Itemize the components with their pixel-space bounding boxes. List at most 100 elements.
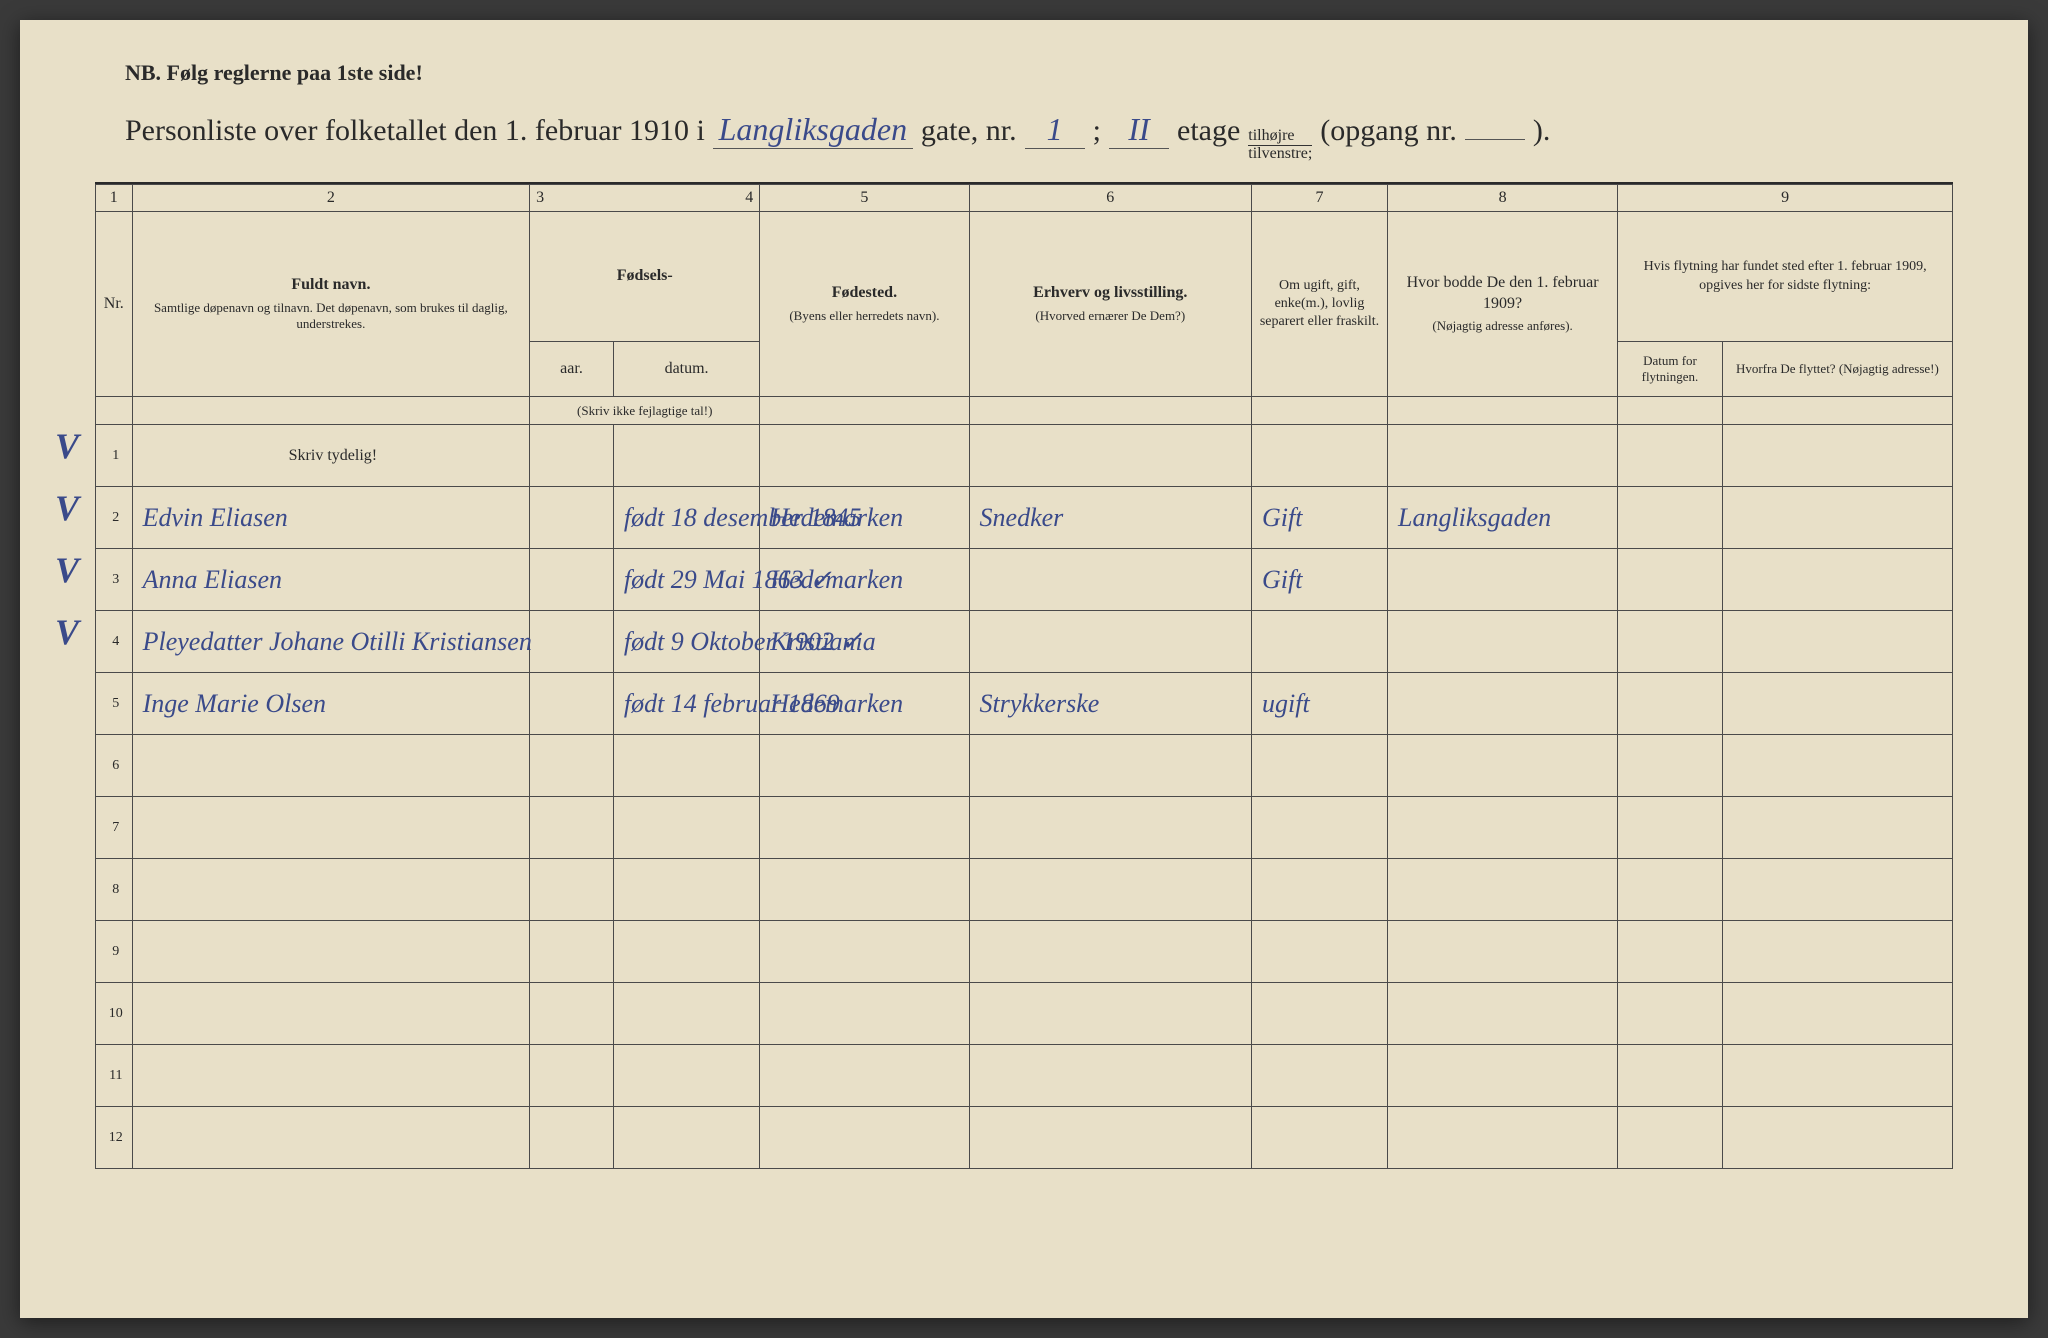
colnum-7: 7 — [1252, 185, 1388, 212]
cell-status: Gift — [1252, 487, 1388, 549]
cell-birthplace — [760, 425, 969, 487]
cell-date — [613, 983, 759, 1045]
cell-birthplace: Hedemarken — [760, 673, 969, 735]
cell-occupation — [969, 1107, 1251, 1169]
cell-year — [530, 797, 614, 859]
cell-year — [530, 425, 614, 487]
cell-moved-from — [1722, 1107, 1952, 1169]
fraction-bottom: tilvenstre; — [1248, 146, 1312, 162]
row-number: 10 — [96, 983, 133, 1045]
row-number: 12 — [96, 1107, 133, 1169]
cell-moved-from — [1722, 859, 1952, 921]
table-header: 1 2 3 4 5 6 7 8 9 Nr. Fuldt navn. Samtli… — [96, 185, 1953, 425]
cell-birthplace — [760, 797, 969, 859]
hdr-erhverv: Erhverv og livsstilling. (Hvorved ernære… — [969, 212, 1251, 397]
cell-addr1909 — [1388, 1045, 1618, 1107]
cell-date: født 9 Oktober 1902 ✓ — [613, 611, 759, 673]
row-checkmark-icon: V — [55, 611, 79, 653]
cell-occupation — [969, 425, 1251, 487]
cell-moved-from — [1722, 983, 1952, 1045]
fraction-top: tilhøjre — [1248, 128, 1312, 146]
row-number: 1 — [96, 425, 133, 487]
cell-occupation — [969, 611, 1251, 673]
side-fraction: tilhøjre tilvenstre; — [1248, 128, 1312, 162]
cell-birthplace — [760, 921, 969, 983]
census-form-page: NB. Følg reglerne paa 1ste side! Personl… — [20, 20, 2028, 1318]
cell-status: Gift — [1252, 549, 1388, 611]
opgang-field — [1465, 139, 1525, 140]
cell-occupation — [969, 983, 1251, 1045]
table-row: 12 — [96, 1107, 1953, 1169]
cell-addr1909 — [1388, 611, 1618, 673]
row-checkmark-icon: V — [55, 487, 79, 529]
cell-moved-date — [1618, 673, 1723, 735]
header-row-1: Nr. Fuldt navn. Samtlige døpenavn og til… — [96, 212, 1953, 342]
cell-moved-date — [1618, 983, 1723, 1045]
cell-date — [613, 797, 759, 859]
cell-year — [530, 673, 614, 735]
cell-date — [613, 1107, 759, 1169]
nb-instruction: NB. Følg reglerne paa 1ste side! — [125, 60, 1978, 86]
cell-birthplace: Kristiania — [760, 611, 969, 673]
hdr-datum: datum. — [613, 342, 759, 397]
cell-occupation — [969, 921, 1251, 983]
table-row: 6 — [96, 735, 1953, 797]
colnum-5: 5 — [760, 185, 969, 212]
cell-date — [613, 859, 759, 921]
cell-occupation — [969, 735, 1251, 797]
colnum-1: 1 — [96, 185, 133, 212]
cell-moved-from — [1722, 1045, 1952, 1107]
cell-status — [1252, 859, 1388, 921]
hdr-blank-7 — [1252, 397, 1388, 425]
cell-addr1909 — [1388, 735, 1618, 797]
colnum-34: 3 4 — [530, 185, 760, 212]
row-number: 9 — [96, 921, 133, 983]
cell-occupation — [969, 859, 1251, 921]
cell-date — [613, 1045, 759, 1107]
hdr-flyt-from: Hvorfra De flyttet? (Nøjagtig adresse!) — [1722, 342, 1952, 397]
cell-year — [530, 611, 614, 673]
cell-addr1909 — [1388, 921, 1618, 983]
hdr-blank-9b — [1722, 397, 1952, 425]
cell-moved-date — [1618, 487, 1723, 549]
hdr-fodsel: Fødsels- — [530, 212, 760, 342]
table-row: 5Inge Marie Olsenfødt 14 februar 1869Hed… — [96, 673, 1953, 735]
cell-moved-from — [1722, 921, 1952, 983]
cell-status — [1252, 983, 1388, 1045]
cell-moved-from — [1722, 611, 1952, 673]
cell-name — [132, 983, 530, 1045]
cell-name: Anna Eliasen — [132, 549, 530, 611]
close-paren: ). — [1533, 114, 1551, 148]
cell-addr1909 — [1388, 859, 1618, 921]
column-number-row: 1 2 3 4 5 6 7 8 9 — [96, 185, 1953, 212]
cell-addr1909: Langliksgaden — [1388, 487, 1618, 549]
table-row: 3Anna Eliasenfødt 29 Mai 1863 ✓Hedemarke… — [96, 549, 1953, 611]
cell-status — [1252, 735, 1388, 797]
etage-label: etage — [1177, 114, 1240, 148]
cell-occupation — [969, 797, 1251, 859]
cell-addr1909 — [1388, 549, 1618, 611]
header-row-3: (Skriv ikke fejlagtige tal!) — [96, 397, 1953, 425]
cell-moved-from — [1722, 797, 1952, 859]
cell-addr1909 — [1388, 797, 1618, 859]
hdr-nr: Nr. — [96, 212, 133, 397]
row-number: 7 — [96, 797, 133, 859]
cell-moved-date — [1618, 425, 1723, 487]
cell-name: Skriv tydelig! — [132, 425, 530, 487]
cell-birthplace — [760, 735, 969, 797]
cell-occupation — [969, 1045, 1251, 1107]
cell-year — [530, 1107, 614, 1169]
table-row: 2Edvin Eliasenfødt 18 desember 1845Hedem… — [96, 487, 1953, 549]
hdr-blank-6 — [969, 397, 1251, 425]
table-row: 7 — [96, 797, 1953, 859]
etage-field: II — [1109, 111, 1169, 149]
cell-birthplace — [760, 983, 969, 1045]
cell-moved-from — [1722, 735, 1952, 797]
cell-name — [132, 797, 530, 859]
table-row: 9 — [96, 921, 1953, 983]
hdr-status: Om ugift, gift, enke(m.), lovlig separer… — [1252, 212, 1388, 397]
cell-moved-from — [1722, 487, 1952, 549]
hdr-addr1909: Hvor bodde De den 1. februar 1909? (Nøja… — [1388, 212, 1618, 397]
table-row: 11 — [96, 1045, 1953, 1107]
cell-birthplace: Hedemarken — [760, 487, 969, 549]
